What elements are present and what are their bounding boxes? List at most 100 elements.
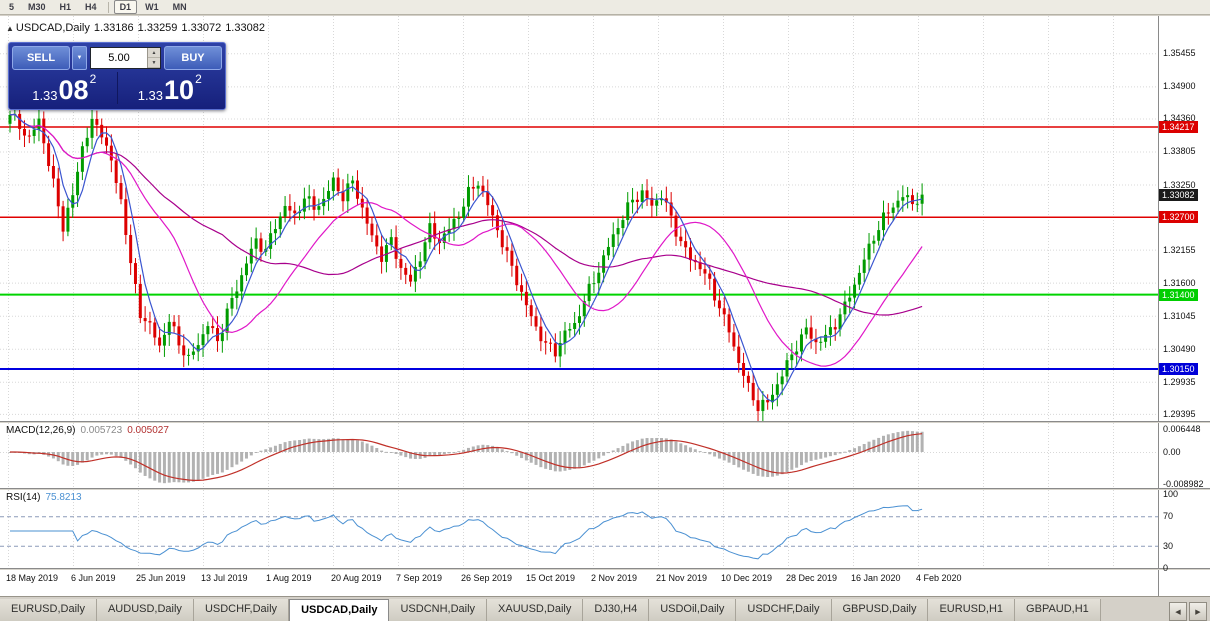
timeframe-button-h1[interactable]: H1	[59, 2, 72, 12]
date-axis-label: 15 Oct 2019	[526, 573, 576, 583]
price-axis-label: 1.29935	[1163, 376, 1196, 387]
date-axis-label: 18 May 2019	[6, 573, 59, 583]
rsi-axis-label: 70	[1163, 511, 1174, 522]
tabs-scroll-left-icon[interactable]: ◀	[1169, 602, 1187, 621]
macd-name: MACD(12,26,9)	[6, 425, 76, 436]
chart-tab-dj30-h4[interactable]: DJ30,H4	[583, 599, 650, 621]
rsi-indicator-label: RSI(14) 75.8213	[6, 492, 87, 503]
chart-tab-xauusd-daily[interactable]: XAUUSD,Daily	[487, 599, 584, 621]
price-chart-canvas[interactable]	[0, 16, 1158, 596]
buy-price-pip: 2	[195, 72, 202, 86]
tab-scroll-buttons: ◀ ▶	[1166, 602, 1210, 621]
chart-tabs: EURUSD,Daily AUDUSD,Daily USDCHF,Daily USDC…	[0, 599, 1166, 621]
chart-tab-gbpaud-h1[interactable]: GBPAUD,H1	[1015, 599, 1101, 621]
price-axis-label: 1.31600	[1163, 277, 1196, 288]
price-axis-label: 1.33250	[1163, 179, 1196, 190]
buy-price[interactable]: 1.33 10 2	[118, 70, 223, 106]
rsi-panel-splitter[interactable]	[0, 488, 1210, 490]
rsi-name: RSI(14)	[6, 492, 41, 503]
timeframe-button-5[interactable]: 5	[9, 2, 15, 12]
sell-price-prefix: 1.33	[32, 88, 58, 103]
macd-panel-splitter[interactable]	[0, 421, 1210, 423]
price-axis-label: 1.29395	[1163, 408, 1196, 419]
rsi-axis-label: 100	[1163, 489, 1179, 499]
price-axis-label: 1.33805	[1163, 146, 1196, 157]
date-axis-border	[0, 568, 1210, 570]
price-axis-label: 1.35455	[1163, 48, 1196, 59]
price-axis-label: 1.30490	[1163, 343, 1196, 354]
price-axis-label: 1.31045	[1163, 310, 1196, 321]
price-badge: 1.33082	[1159, 188, 1198, 201]
ohlc-open: 1.33186	[93, 22, 134, 34]
macd-indicator-label: MACD(12,26,9) 0.005723 0.005027	[6, 425, 174, 436]
date-axis-label: 10 Dec 2019	[721, 573, 773, 583]
volume-field[interactable]: 5.00 ▲ ▼	[90, 47, 161, 69]
date-axis-label: 1 Aug 2019	[266, 573, 312, 583]
timeframe-button-mn[interactable]: MN	[172, 2, 187, 12]
sell-button[interactable]: SELL	[12, 46, 70, 70]
volume-down-button[interactable]: ▼	[148, 58, 160, 68]
timeframe-button-h4[interactable]: H4	[85, 2, 97, 12]
tabs-scroll-right-icon[interactable]: ▶	[1189, 602, 1207, 621]
date-axis-label: 6 Jun 2019	[71, 573, 116, 583]
date-axis-label: 13 Jul 2019	[201, 573, 248, 583]
chart-tabs-bar: EURUSD,Daily AUDUSD,Daily USDCHF,Daily USDC…	[0, 596, 1210, 621]
ohlc-high: 1.33259	[137, 22, 178, 34]
price-axis-label: 1.34900	[1163, 81, 1196, 92]
date-axis-label: 2 Nov 2019	[591, 573, 638, 583]
volume-value[interactable]: 5.00	[108, 52, 130, 64]
date-axis-label: 7 Sep 2019	[396, 573, 443, 583]
buy-price-prefix: 1.33	[137, 88, 164, 103]
chart-tab-gbpusd-daily[interactable]: GBPUSD,Daily	[831, 599, 929, 621]
date-axis-label: 25 Jun 2019	[136, 573, 186, 583]
chart-tab-usdcad-daily[interactable]: USDCAD,Daily	[289, 599, 390, 621]
chart-ohlc-info: ▲ USDCAD,Daily 1.33186 1.33259 1.33072 1.3308…	[6, 22, 269, 34]
chart-tab-eurusd-h1[interactable]: EURUSD,H1	[928, 599, 1016, 621]
toolbar-separator	[107, 1, 109, 13]
sell-price[interactable]: 1.33 08 2	[12, 70, 117, 106]
sell-options-dropdown-icon[interactable]: ▼	[72, 46, 87, 70]
price-badge: 1.30150	[1159, 362, 1198, 375]
volume-stepper: ▲ ▼	[147, 48, 160, 68]
chart-tab-audusd-daily[interactable]: AUDUSD,Daily	[96, 599, 194, 621]
trade-panel-divider	[116, 72, 118, 104]
timeframe-toolbar: 5 M30 H1 H4 D1 W1 MN	[0, 0, 1210, 15]
volume-up-button[interactable]: ▲	[148, 48, 160, 58]
timeframe-button-m30[interactable]: M30	[28, 2, 46, 12]
macd-axis-label: -0.008982	[1163, 479, 1204, 490]
rsi-value: 75.8213	[45, 492, 82, 503]
ohlc-low: 1.33072	[181, 22, 222, 34]
sell-price-pip: 2	[89, 72, 97, 86]
chart-tab-usdcnh-daily[interactable]: USDCNH,Daily	[389, 599, 488, 621]
price-axis-separator	[1158, 16, 1159, 596]
date-axis-label: 21 Nov 2019	[656, 573, 708, 583]
chart-tab-eurusd-daily[interactable]: EURUSD,Daily	[0, 599, 97, 621]
price-badge: 1.31400	[1159, 288, 1198, 301]
timeframe-button-d1[interactable]: D1	[113, 0, 138, 14]
timeframe-button-w1[interactable]: W1	[145, 2, 159, 12]
rsi-axis-label: 30	[1163, 540, 1174, 551]
ohlc-close: 1.33082	[225, 22, 265, 34]
one-click-trading-panel: SELL ▼ 5.00 ▲ ▼ BUY 1.33 08 2 1.33 10 2	[8, 42, 226, 110]
buy-price-main: 10	[164, 75, 195, 105]
date-axis-label: 28 Dec 2019	[786, 573, 838, 583]
price-badge: 1.32700	[1159, 211, 1198, 224]
chart-symbol-label: USDCAD,Daily	[15, 22, 90, 34]
chart-tab-usdoil-daily[interactable]: USDOil,Daily	[649, 599, 737, 621]
price-badge: 1.34217	[1159, 120, 1198, 133]
rsi-axis-label: 0	[1163, 563, 1169, 573]
date-axis-label: 16 Jan 2020	[851, 573, 901, 583]
price-axis-label: 1.34360	[1163, 113, 1196, 124]
buy-button[interactable]: BUY	[164, 46, 222, 70]
price-axis-label: 1.32155	[1163, 244, 1196, 255]
chart-tab-usdchf-daily[interactable]: USDCHF,Daily	[193, 599, 290, 621]
chart-tab-usdchf-daily[interactable]: USDCHF,Daily	[736, 599, 832, 621]
chart-marker-icon: ▲	[6, 24, 14, 33]
macd-axis-label: 0.006448	[1163, 423, 1201, 434]
macd-signal-value: 0.005027	[127, 425, 169, 436]
chart-window: ▲ USDCAD,Daily 1.33186 1.33259 1.33072 1.3308…	[0, 16, 1210, 596]
sell-price-main: 08	[58, 75, 89, 105]
date-axis-label: 4 Feb 2020	[916, 573, 962, 583]
date-axis-label: 20 Aug 2019	[331, 573, 382, 583]
macd-main-value: 0.005723	[80, 425, 123, 436]
